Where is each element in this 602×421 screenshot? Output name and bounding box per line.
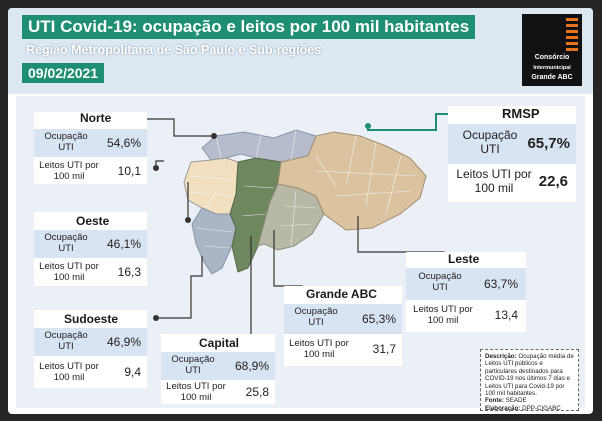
sudoeste-ocupacao-row: Ocupação UTI 46,9% — [34, 328, 147, 356]
abc-ocupacao-value: 65,3% — [361, 312, 396, 326]
region-name-rmsp: RMSP — [502, 106, 540, 121]
norte-ocupacao-value: 54,6% — [106, 136, 141, 150]
rmsp-leitos-value: 22,6 — [538, 173, 568, 190]
abc-leitos-value: 31,7 — [372, 342, 396, 356]
map-panel: Norte Ocupação UTI 54,6% Leitos UTI por … — [16, 96, 585, 408]
oeste-ocupacao-row: Ocupação UTI 46,1% — [34, 230, 147, 258]
card-leste: Leste Ocupação UTI 63,7% Leitos UTI por … — [406, 252, 526, 332]
note-fonte: SEADE — [505, 397, 527, 405]
page-subtitle: Região Metropolitana de São Paulo e Sub-… — [26, 43, 322, 57]
oeste-ocupacao-value: 46,1% — [106, 237, 141, 251]
norte-leitos-row: Leitos UTI por 100 mil 10,1 — [34, 159, 147, 184]
card-norte: Norte Ocupação UTI 54,6% Leitos UTI por … — [34, 111, 147, 184]
leitos-label: Leitos UTI por 100 mil — [39, 261, 99, 283]
leitos-label: Leitos UTI por 100 mil — [166, 381, 226, 403]
rmsp-ocupacao-row: Ocupação UTI 65,7% — [448, 124, 576, 164]
sudoeste-ocupacao-value: 46,9% — [106, 335, 141, 349]
consorcio-logo: Consórcio Intermunicipal Grande ABC — [522, 14, 582, 86]
header: UTI Covid-19: ocupação e leitos por 100 … — [8, 8, 593, 94]
abc-leitos-row: Leitos UTI por 100 mil 31,7 — [284, 336, 402, 364]
map-region-leste — [277, 131, 427, 231]
note-fonte-label: Fonte: — [485, 397, 504, 405]
norte-ocupacao-row: Ocupação UTI 54,6% — [34, 129, 147, 157]
logo-stripes-icon — [522, 14, 582, 54]
leitos-label: Leitos UTI por 100 mil — [456, 167, 532, 195]
logo-text-3: Grande ABC — [531, 74, 573, 81]
sudoeste-leitos-value: 9,4 — [124, 365, 141, 379]
leste-ocupacao-value: 63,7% — [483, 277, 518, 291]
leitos-label: Leitos UTI por 100 mil — [39, 160, 99, 182]
note-descricao-label: Descrição: — [485, 353, 517, 360]
ocupacao-label: Ocupação UTI — [171, 354, 215, 376]
capital-leitos-row: Leitos UTI por 100 mil 25,8 — [161, 381, 275, 404]
region-name-norte: Norte — [80, 111, 112, 125]
capital-ocupacao-row: Ocupação UTI 68,9% — [161, 352, 275, 380]
ocupacao-label: Ocupação UTI — [44, 330, 88, 352]
capital-leitos-value: 25,8 — [245, 385, 269, 399]
logo-text-2: Intermunicipal — [533, 65, 571, 71]
rmsp-ocupacao-value: 65,7% — [527, 135, 570, 152]
card-capital: Capital Ocupação UTI 68,9% Leitos UTI po… — [161, 334, 275, 404]
leitos-label: Leitos UTI por 100 mil — [39, 361, 99, 383]
note-elaboracao: DPP-CIGABC — [522, 404, 561, 412]
leste-leitos-row: Leitos UTI por 100 mil 13,4 — [406, 302, 526, 330]
logo-text-1: Consórcio — [534, 54, 570, 61]
ocupacao-label: Ocupação UTI — [44, 232, 88, 254]
map-region-sudoeste — [191, 207, 237, 275]
leste-ocupacao-row: Ocupação UTI 63,7% — [406, 268, 526, 300]
ocupacao-label: Ocupação UTI — [294, 306, 338, 328]
norte-leitos-value: 10,1 — [117, 164, 141, 178]
region-name-capital: Capital — [199, 336, 240, 350]
region-name-sudoeste: Sudoeste — [64, 312, 119, 326]
leitos-label: Leitos UTI por 100 mil — [289, 338, 349, 360]
region-name-grande-abc: Grande ABC — [306, 287, 377, 301]
date-badge: 09/02/2021 — [22, 63, 105, 83]
abc-ocupacao-row: Ocupação UTI 65,3% — [284, 304, 402, 334]
ocupacao-label: Ocupação UTI — [44, 131, 88, 153]
region-name-oeste: Oeste — [76, 214, 110, 228]
description-note: Descrição: Ocupação média de Leitos UTI … — [480, 349, 579, 412]
sudoeste-leitos-row: Leitos UTI por 100 mil 9,4 — [34, 360, 147, 386]
region-name-leste: Leste — [448, 252, 480, 266]
card-rmsp: RMSP Ocupação UTI 65,7% Leitos UTI por 1… — [448, 106, 576, 202]
leitos-label: Leitos UTI por 100 mil — [413, 304, 473, 326]
leste-leitos-value: 13,4 — [494, 308, 518, 322]
card-oeste: Oeste Ocupação UTI 46,1% Leitos UTI por … — [34, 212, 147, 286]
card-grande-abc: Grande ABC Ocupação UTI 65,3% Leitos UTI… — [284, 286, 402, 366]
card-sudoeste: Sudoeste Ocupação UTI 46,9% Leitos UTI p… — [34, 310, 147, 388]
page-title: UTI Covid-19: ocupação e leitos por 100 … — [22, 15, 476, 39]
rmsp-leitos-row: Leitos UTI por 100 mil 22,6 — [448, 166, 576, 200]
oeste-leitos-value: 16,3 — [117, 265, 141, 279]
infographic: UTI Covid-19: ocupação e leitos por 100 … — [8, 8, 593, 414]
note-descricao: Ocupação média de Leitos UTI públicos e … — [485, 353, 574, 398]
ocupacao-label: Ocupação UTI — [462, 128, 518, 156]
capital-ocupacao-value: 68,9% — [234, 359, 269, 373]
oeste-leitos-row: Leitos UTI por 100 mil 16,3 — [34, 260, 147, 286]
note-elaboracao-label: Elaboração: — [485, 404, 521, 412]
ocupacao-label: Ocupação UTI — [418, 271, 462, 293]
